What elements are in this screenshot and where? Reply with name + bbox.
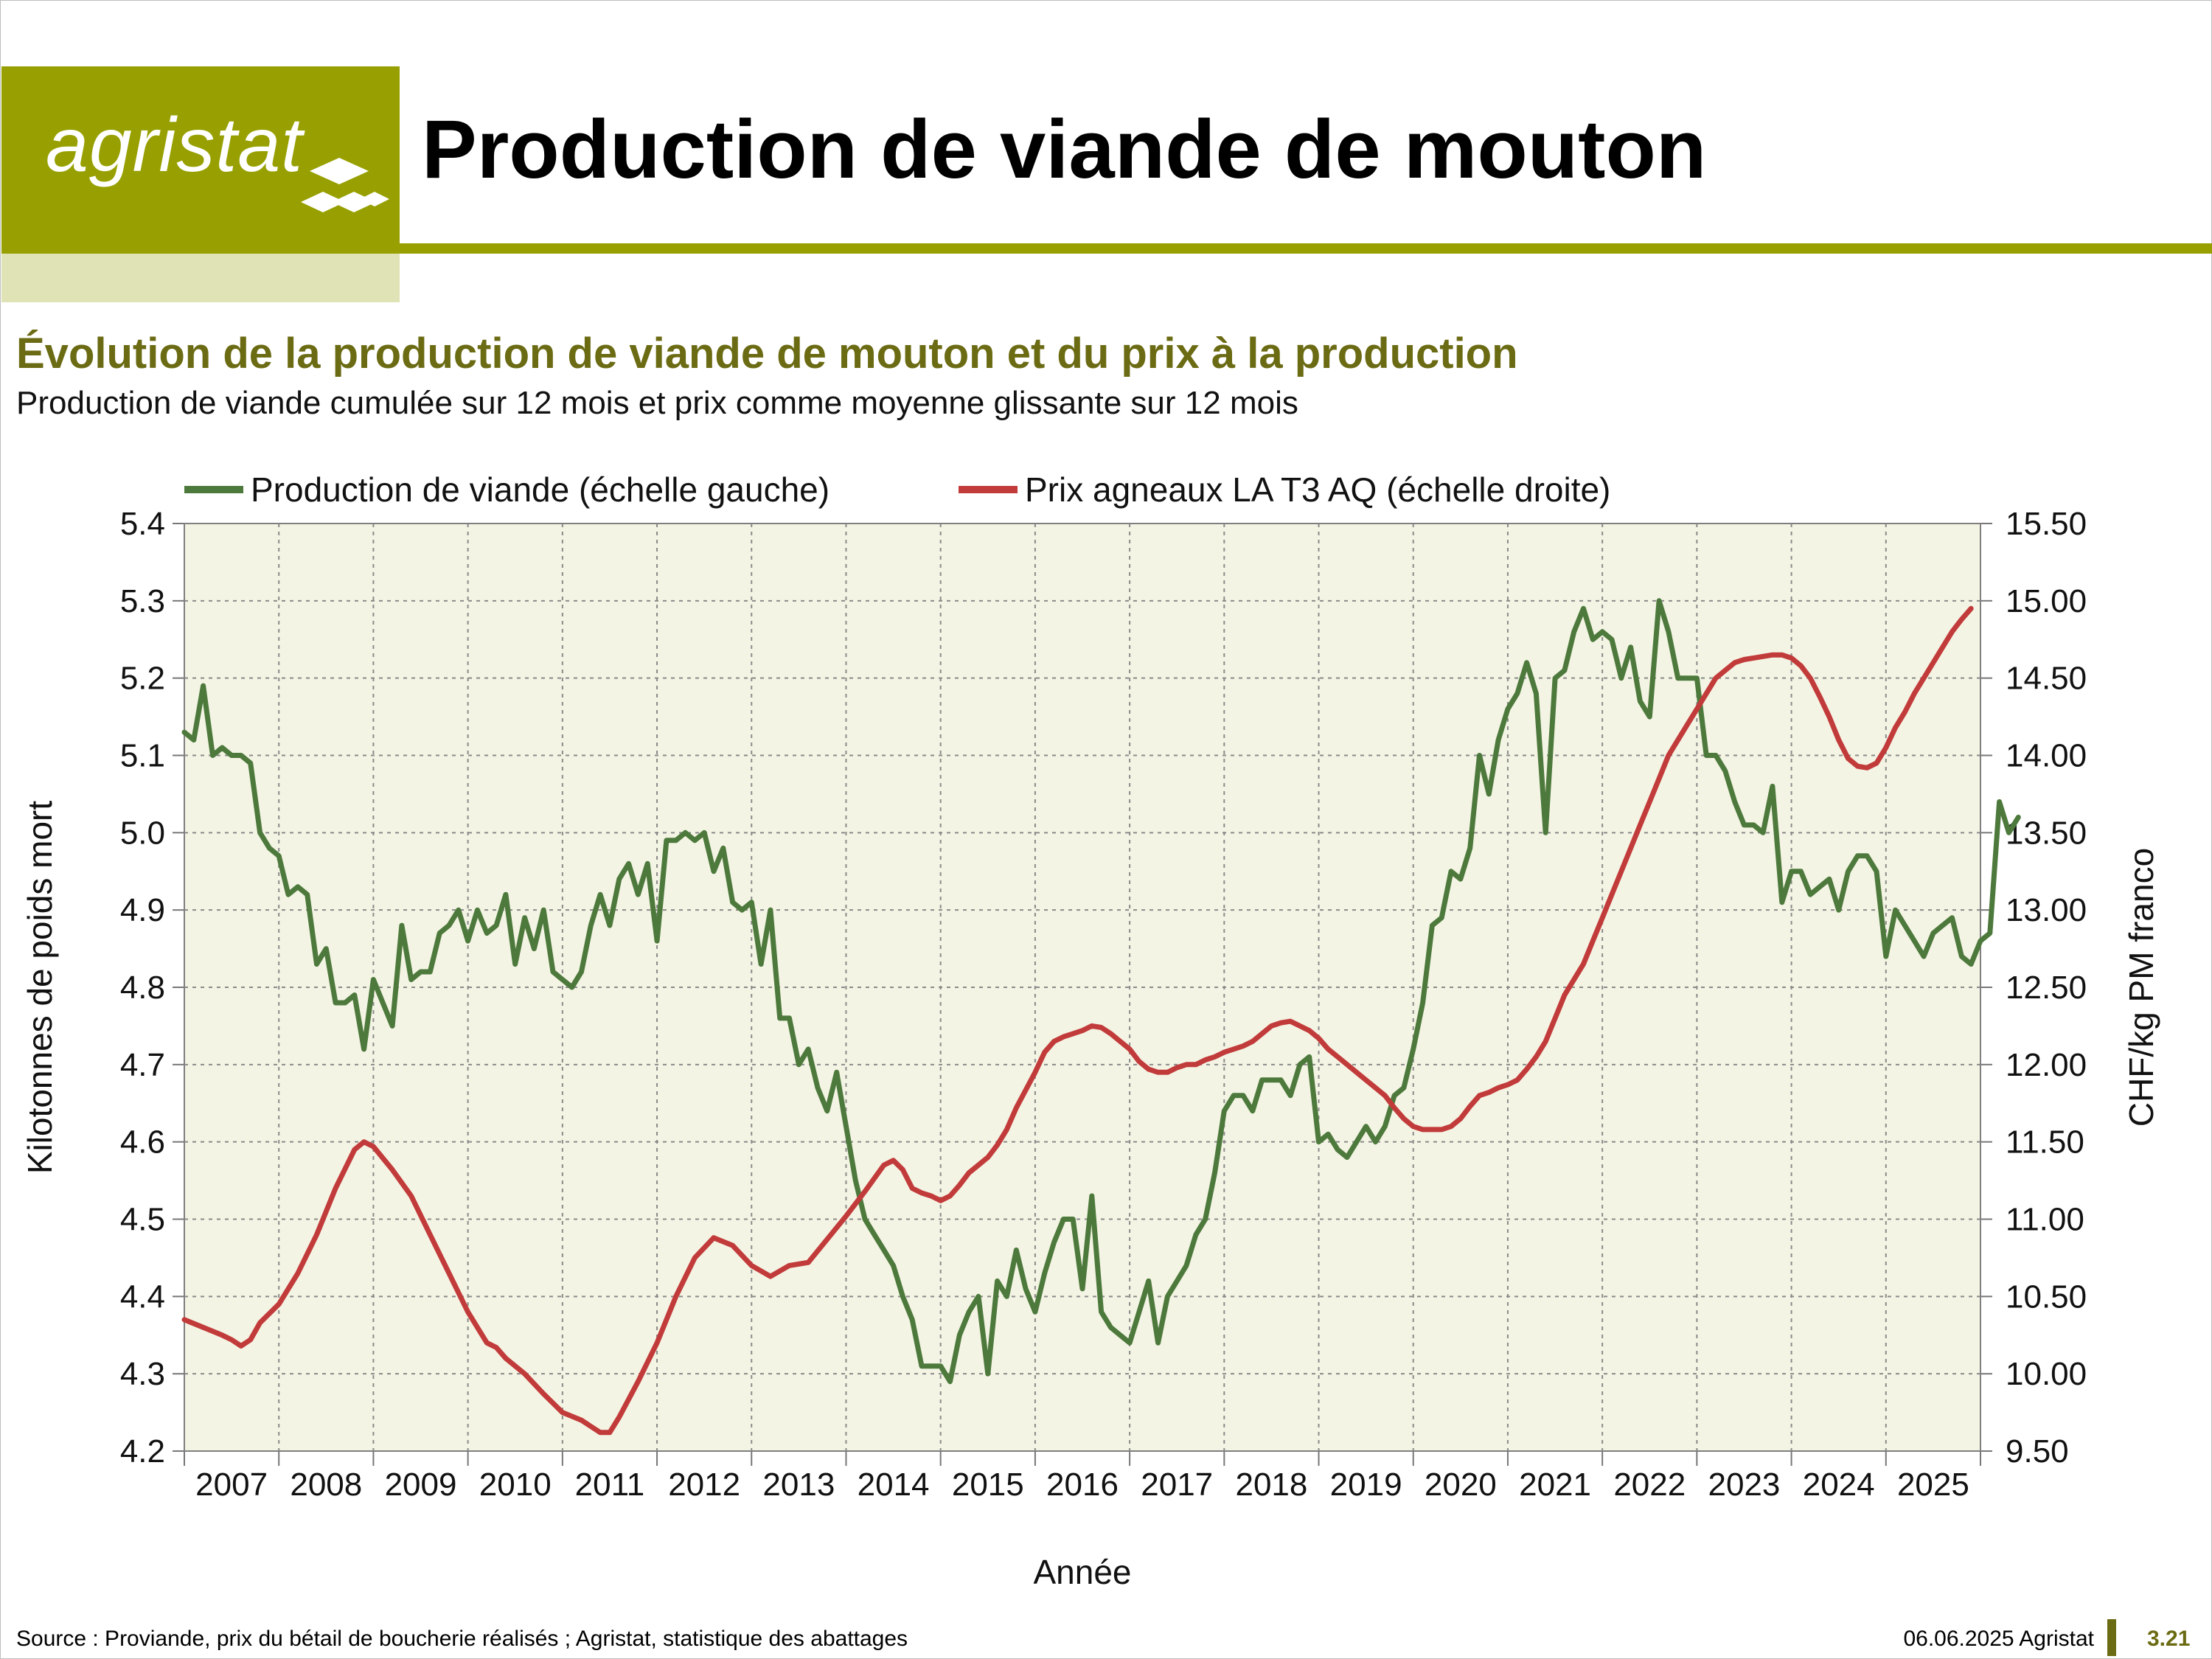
y-right-tick-label: 12.50: [2006, 970, 2087, 1006]
footer-divider: [2107, 1619, 2116, 1656]
y-left-tick-label: 5.1: [120, 738, 165, 774]
y-right-tick-label: 10.00: [2006, 1356, 2087, 1392]
x-tick-label: 2011: [575, 1467, 645, 1503]
x-tick-label: 2009: [385, 1467, 457, 1503]
x-tick-label: 2016: [1046, 1467, 1119, 1503]
y-left-tick-label: 4.6: [120, 1124, 165, 1161]
logo-panel: [1, 66, 400, 254]
y-right-tick-label: 11.50: [2006, 1124, 2084, 1161]
x-tick-label: 2020: [1425, 1467, 1497, 1503]
y-right-tick-label: 15.00: [2006, 583, 2087, 619]
chart-title: Évolution de la production de viande de …: [16, 330, 1518, 378]
y-right-tick-label: 13.00: [2006, 892, 2087, 928]
line-chart: 4.2 4.3 4.4 4.5 4.6 4.7 4.8 4.9 5.0 5.1 5.2 5.3 5.4 9…: [21, 470, 2160, 1591]
y-right-tick-label: 13.50: [2006, 815, 2087, 851]
y-right-tick-label: 12.00: [2006, 1047, 2087, 1083]
x-tick-label: 2024: [1803, 1467, 1875, 1503]
logo-wordmark: agristat: [46, 102, 304, 188]
x-tick-label: 2007: [195, 1467, 268, 1503]
legend-label: Production de viande (échelle gauche): [251, 470, 830, 509]
x-tick-label: 2014: [858, 1467, 930, 1503]
logo-underlay: [1, 254, 400, 302]
chart-subtitle: Production de viande cumulée sur 12 mois…: [16, 385, 1298, 421]
page-number: 3.21: [2147, 1627, 2191, 1651]
x-tick-label: 2010: [479, 1467, 552, 1503]
y-right-tick-label: 11.00: [2006, 1202, 2084, 1238]
x-tick-label: 2025: [1897, 1467, 1969, 1503]
plot-border: [184, 523, 1981, 1452]
y-right-tick-label: 14.50: [2006, 661, 2087, 697]
page-title: Production de viande de mouton: [422, 103, 1707, 195]
production-series-line: [181, 598, 2021, 1385]
x-tick-label: 2023: [1708, 1467, 1781, 1503]
y-left-axis-title: Kilotonnes de poids mort: [21, 801, 59, 1175]
x-tick-label: 2017: [1141, 1467, 1213, 1503]
y-left-tick-label: 4.3: [120, 1356, 165, 1392]
x-tick-label: 2022: [1613, 1467, 1686, 1503]
source-note: Source : Proviande, prix du bétail de bo…: [16, 1627, 908, 1651]
y-right-axis-title: CHF/kg PM franco: [2122, 848, 2160, 1127]
y-left-tick-label: 5.2: [120, 661, 165, 697]
y-right-tick-label: 14.00: [2006, 738, 2087, 774]
x-tick-label: 2008: [290, 1467, 362, 1503]
x-tick-label: 2019: [1330, 1467, 1402, 1503]
y-left-tick-label: 5.4: [120, 506, 165, 542]
y-left-tick-label: 4.4: [120, 1279, 165, 1315]
y-right-tick-label: 10.50: [2006, 1279, 2087, 1315]
title-rule: [400, 243, 2212, 254]
y-left-tick-label: 4.2: [120, 1433, 165, 1470]
y-right-tick-label: 15.50: [2006, 506, 2087, 542]
x-axis-title: Année: [1033, 1553, 1131, 1591]
y-left-tick-label: 4.7: [120, 1047, 165, 1083]
x-tick-label: 2013: [762, 1467, 835, 1503]
y-left-tick-label: 4.9: [120, 892, 165, 928]
y-left-tick-label: 5.3: [120, 583, 165, 619]
x-tick-label: 2012: [668, 1467, 740, 1503]
y-left-tick-label: 4.5: [120, 1202, 165, 1238]
price-series-line: [181, 605, 1974, 1436]
logo-diamond-icon: [301, 158, 389, 212]
y-right-tick-label: 9.50: [2006, 1433, 2069, 1470]
y-left-tick-label: 4.8: [120, 970, 165, 1006]
x-tick-label: 2021: [1519, 1467, 1591, 1503]
x-tick-label: 2015: [952, 1467, 1024, 1503]
y-left-tick-label: 5.0: [120, 815, 165, 851]
footer-date: 06.06.2025 Agristat: [1903, 1627, 2094, 1651]
x-tick-label: 2018: [1235, 1467, 1307, 1503]
legend-label: Prix agneaux LA T3 AQ (échelle droite): [1025, 470, 1610, 509]
